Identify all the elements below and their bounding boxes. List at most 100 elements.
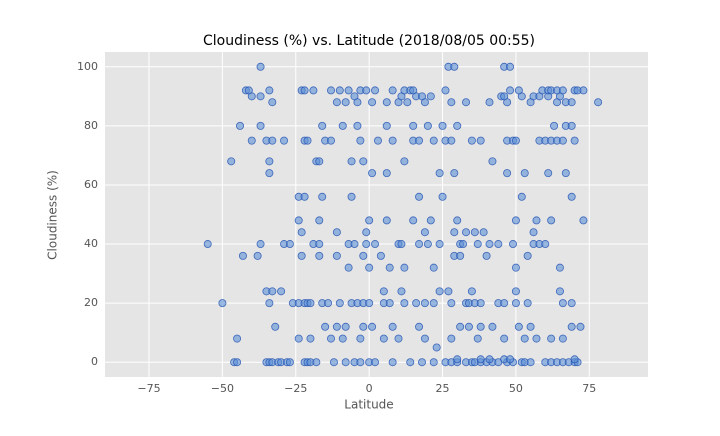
chart-title: Cloudiness (%) vs. Latitude (2018/08/05 … (203, 33, 535, 49)
point (482, 251, 491, 260)
x-tick-label: −25 (284, 382, 307, 395)
point (368, 322, 377, 331)
point (426, 216, 435, 225)
point (265, 86, 274, 95)
point (379, 334, 388, 343)
x-tick-label: 50 (509, 382, 523, 395)
point (429, 136, 438, 145)
point (506, 62, 515, 71)
point (532, 334, 541, 343)
point (555, 263, 564, 272)
point (385, 263, 394, 272)
point (485, 240, 494, 249)
point (365, 299, 374, 308)
y-tick-label: 20 (84, 296, 98, 309)
point (332, 98, 341, 107)
point (265, 169, 274, 178)
point (523, 251, 532, 260)
point (441, 86, 450, 95)
point (456, 251, 465, 260)
point (233, 358, 242, 367)
x-tick-label: 75 (582, 382, 596, 395)
point (327, 334, 336, 343)
x-tick-label: −75 (137, 382, 160, 395)
point (432, 343, 441, 352)
point (256, 62, 265, 71)
point (450, 169, 459, 178)
y-tick-label: 80 (84, 119, 98, 132)
point (479, 228, 488, 237)
point (300, 86, 309, 95)
point (447, 136, 456, 145)
point (368, 169, 377, 178)
point (350, 92, 359, 101)
point (265, 299, 274, 308)
point (473, 240, 482, 249)
point (550, 121, 559, 130)
point (371, 358, 380, 367)
point (227, 157, 236, 166)
point (365, 216, 374, 225)
point (297, 251, 306, 260)
point (388, 136, 397, 145)
point (359, 322, 368, 331)
point (435, 240, 444, 249)
point (485, 98, 494, 107)
point (476, 299, 485, 308)
point (453, 355, 462, 364)
point (338, 121, 347, 130)
point (327, 136, 336, 145)
point (256, 121, 265, 130)
point (341, 98, 350, 107)
x-axis-label: Latitude (344, 398, 393, 412)
point (511, 299, 520, 308)
point (429, 358, 438, 367)
point (233, 334, 242, 343)
point (444, 287, 453, 296)
point (415, 322, 424, 331)
point (438, 192, 447, 201)
point (423, 121, 432, 130)
point (500, 92, 509, 101)
point (462, 228, 471, 237)
point (511, 216, 520, 225)
point (409, 216, 418, 225)
point (356, 358, 365, 367)
point (315, 216, 324, 225)
point (244, 86, 253, 95)
point (327, 86, 336, 95)
point (312, 358, 321, 367)
point (400, 263, 409, 272)
point (417, 358, 426, 367)
point (382, 216, 391, 225)
point (318, 192, 327, 201)
point (306, 334, 315, 343)
point (558, 136, 567, 145)
point (412, 299, 421, 308)
point (332, 228, 341, 237)
point (341, 358, 350, 367)
point (285, 358, 294, 367)
point (511, 287, 520, 296)
point (456, 322, 465, 331)
point (511, 136, 520, 145)
point (359, 157, 368, 166)
point (594, 98, 603, 107)
point (318, 121, 327, 130)
point (506, 355, 515, 364)
point (294, 334, 303, 343)
point (344, 86, 353, 95)
point (500, 334, 509, 343)
point (335, 86, 344, 95)
point (453, 216, 462, 225)
point (526, 322, 535, 331)
point (558, 334, 567, 343)
point (514, 322, 523, 331)
point (435, 169, 444, 178)
point (315, 240, 324, 249)
point (309, 86, 318, 95)
point (303, 136, 312, 145)
x-tick-label: 0 (366, 382, 373, 395)
point (332, 322, 341, 331)
point (294, 216, 303, 225)
